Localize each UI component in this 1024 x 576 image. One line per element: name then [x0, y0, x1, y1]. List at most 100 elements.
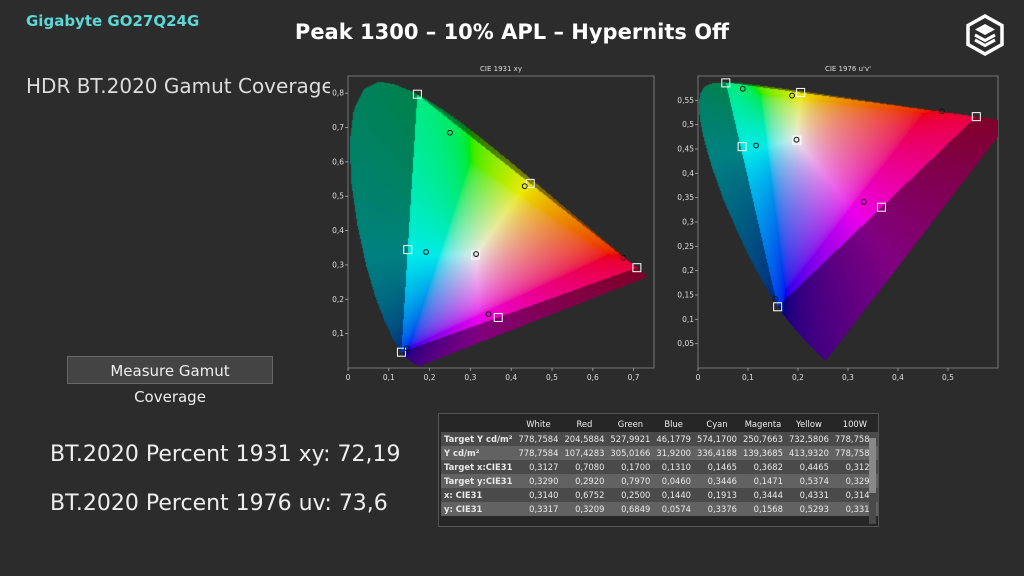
x-tick-label: 0,5: [546, 373, 558, 382]
target-point: [773, 302, 783, 312]
table-cell: 0,5374: [785, 474, 832, 488]
x-tick-label: 0,6: [587, 373, 599, 382]
table-cell: 0,3317: [515, 502, 562, 516]
measured-point: [939, 108, 945, 115]
cie-1931-xy-chart: CIE 1931 xy 0 0,1 0,2 0,3 0,4 0,5 0,6 0,7 0,1 0,2 0…: [330, 62, 664, 388]
measure-gamut-coverage-button[interactable]: Measure Gamut Coverage: [67, 356, 273, 406]
cie-1976-uv-chart: CIE 1976 u'v' 0 0,1 0,2 0,3 0,4 0,5 0,05 0,1 0,15…: [676, 62, 1006, 388]
table-cell: 139,3685: [739, 446, 786, 460]
chromaticity-diagram: [348, 76, 654, 368]
y-tick-label: 0,5: [682, 120, 694, 129]
y-tick-label: 0,2: [682, 266, 694, 275]
table-cell: 0,1465: [694, 460, 740, 474]
x-tick-label: 0,1: [383, 373, 395, 382]
y-tick-label: 0,3: [682, 218, 694, 227]
chromaticity-diagram: [698, 76, 998, 368]
table-cell: 305,0166: [607, 446, 654, 460]
target-point: [525, 178, 535, 188]
target-point: [632, 263, 642, 273]
measured-point: [473, 251, 480, 257]
table-scrollbar[interactable]: [869, 432, 876, 524]
y-tick-label: 0,55: [677, 96, 694, 105]
measured-point: [739, 85, 746, 92]
table-row: y: CIE31 0,3317 0,3209 0,6849 0,0574 0,3376 0,…: [441, 502, 878, 516]
table-cell: 46,1779: [653, 432, 695, 446]
y-tick-label: 0,15: [677, 291, 694, 300]
measured-point: [447, 129, 453, 136]
x-tick-label: 0,5: [942, 373, 954, 382]
table-header-row: White Red Green Blue Cyan Magenta Yellow 100W: [441, 416, 878, 432]
chart-title: CIE 1976 u'v': [825, 65, 871, 73]
table-header-cell: Cyan: [706, 419, 728, 429]
table-cell: 0,7080: [561, 460, 608, 474]
y-tick-label: 0,1: [682, 315, 694, 324]
x-tick-label: 0,7: [628, 373, 640, 382]
table-cell: 0,1310: [653, 460, 695, 474]
x-tick-label: 0,4: [892, 373, 904, 382]
measured-point: [485, 311, 492, 318]
x-tick-label: 0,1: [742, 373, 754, 382]
scrollbar-thumb[interactable]: [869, 438, 876, 493]
table-row: x: CIE31 0,3140 0,6752 0,2500 0,1440 0,1913 0,…: [441, 488, 878, 502]
measured-point: [620, 254, 627, 261]
measured-point: [403, 345, 410, 352]
table-cell: 0,1471: [739, 474, 786, 488]
measured-point: [793, 136, 800, 143]
target-point: [796, 87, 806, 97]
table-cell: 31,9200: [653, 446, 695, 460]
table-cell: 0,3209: [561, 502, 608, 516]
table-header-cell: Green: [617, 419, 644, 429]
table-row-label: Target x:CIE31: [441, 460, 516, 474]
chart-title: CIE 1931 xy: [480, 65, 522, 73]
table-cell: 0,3290: [831, 474, 878, 488]
table-row-label: Target Y cd/m²: [441, 432, 516, 446]
y-tick-label: 0,3: [332, 260, 344, 269]
table-cell: 0,5293: [785, 502, 832, 516]
table-row-label: Target y:CIE31: [441, 474, 516, 488]
y-tick-label: 0,35: [677, 193, 694, 202]
table-cell: 0,1913: [694, 488, 740, 502]
table-cell: 0,1440: [653, 488, 695, 502]
x-tick-label: 0,2: [424, 373, 436, 382]
table-cell: 107,4283: [561, 446, 608, 460]
brand-label: Gigabyte GO27Q24G: [26, 12, 200, 30]
table-cell: 732,5806: [785, 432, 832, 446]
table-cell: 336,4188: [694, 446, 740, 460]
table-cell: 0,1568: [739, 502, 786, 516]
y-tick-label: 0,4: [332, 226, 344, 235]
table-cell: 0,0574: [653, 502, 695, 516]
table-cell: 574,1700: [694, 432, 740, 446]
target-point: [493, 312, 503, 322]
x-tick-label: 0: [346, 373, 351, 382]
y-tick-label: 0,8: [332, 89, 344, 98]
x-tick-label: 0,2: [792, 373, 804, 382]
table-cell: 413,9320: [785, 446, 832, 460]
table-cell: 0,3127: [831, 460, 878, 474]
table-cell: 527,9921: [607, 432, 654, 446]
measured-point: [423, 249, 429, 255]
target-point: [971, 112, 981, 122]
table-row: Y cd/m² 778,7584 107,4283 305,0166 31,9200 33…: [441, 446, 878, 460]
table-cell: 0,1700: [607, 460, 654, 474]
table-row: Target y:CIE31 0,3290 0,2920 0,7970 0,0460 0,…: [441, 474, 878, 488]
table-row: Target x:CIE31 0,3127 0,7080 0,1700 0,1310 0,…: [441, 460, 878, 474]
table-cell: 778,7584: [515, 432, 562, 446]
table-cell: 0,4331: [785, 488, 832, 502]
table-cell: 0,2500: [607, 488, 654, 502]
table-cell: 0,3317: [831, 502, 878, 516]
target-point: [396, 347, 406, 357]
table-cell: 778,7584: [831, 432, 878, 446]
y-tick-label: 0,25: [677, 242, 694, 251]
table-cell: 778,7584: [831, 446, 878, 460]
x-tick-label: 0,3: [842, 373, 854, 382]
target-point: [876, 202, 886, 212]
table-row-label: Y cd/m²: [441, 446, 516, 460]
table-cell: 0,3376: [694, 502, 740, 516]
y-tick-label: 0,45: [677, 145, 694, 154]
table-cell: 0,3290: [515, 474, 562, 488]
table-cell: 0,2920: [561, 474, 608, 488]
measured-point: [772, 296, 779, 302]
table-row-label: x: CIE31: [441, 488, 516, 502]
target-point: [721, 78, 731, 88]
target-point: [403, 245, 413, 255]
